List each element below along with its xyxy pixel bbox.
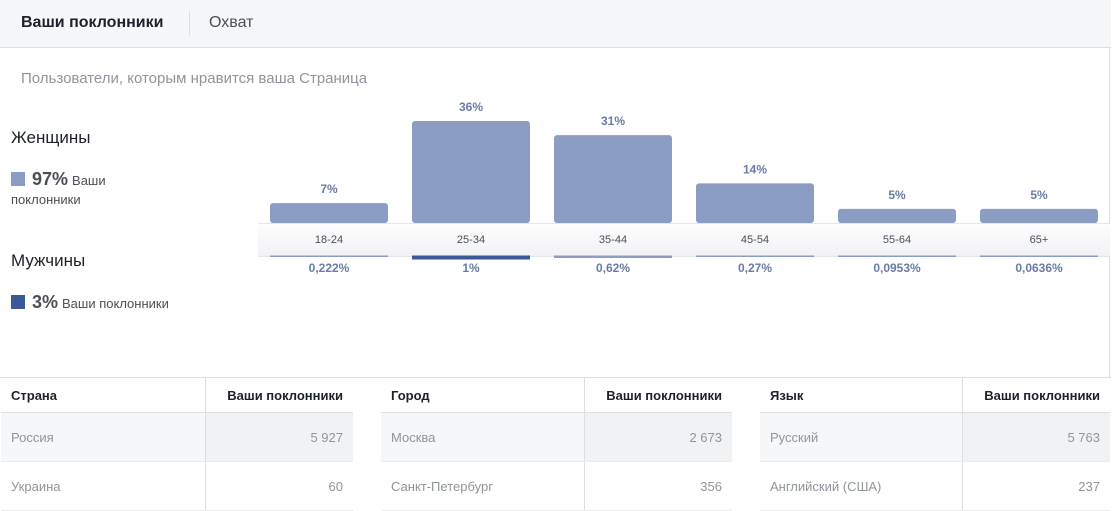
table-row[interactable]: Русский 5 763 [760,412,1110,462]
men-bar [270,255,388,257]
language-name: Английский (США) [760,461,963,511]
men-bar [980,255,1098,257]
men-data-label: 0,0636% [1015,261,1063,275]
men-color-swatch [11,295,25,309]
age-chart-svg: 7% 18-24 0,222% 36% 25-34 1% 31% 35-44 0,62% 14% 4… [270,100,1098,275]
language-count: 237 [962,461,1110,511]
men-data-label: 0,27% [738,261,772,275]
city-header: Город [381,378,585,413]
age-tick-label: 18-24 [315,234,343,246]
city-count: 2 673 [584,412,732,462]
language-count-header: Ваши поклонники [962,378,1110,413]
tab-reach[interactable]: Охват [209,14,254,31]
table-row[interactable]: Украина 60 [1,461,353,511]
country-count-header: Ваши поклонники [205,378,353,413]
men-stat: 3% Ваши поклонники [11,293,171,313]
women-title: Женщины [11,128,91,147]
men-desc: Ваши поклонники [62,296,169,311]
men-data-label: 1% [462,261,480,275]
men-bar [696,255,814,257]
women-data-label: 5% [1030,188,1048,202]
women-bar [980,208,1098,223]
section-subtitle: Пользователи, которым нравится ваша Стра… [21,70,368,87]
language-count: 5 763 [962,412,1110,462]
country-table: Страна Ваши поклонники Россия 5 927 Укра… [1,378,353,511]
women-bar [554,135,672,223]
women-color-swatch [11,172,25,186]
women-bar [270,203,388,223]
city-table: Город Ваши поклонники Москва 2 673 Санкт… [381,378,732,511]
women-stat: 97% Ваши поклонники [11,170,171,209]
language-table: Язык Ваши поклонники Русский 5 763 Англи… [760,378,1110,511]
country-count: 60 [205,461,353,511]
city-name: Санкт-Петербург [381,461,585,511]
women-data-label: 14% [743,162,767,176]
age-tick-label: 45-54 [741,234,769,246]
tab-bar: Ваши поклонники Охват [0,0,1111,48]
women-bar [412,121,530,223]
tables-divider [0,377,1111,378]
women-desc: Ваши поклонники [11,173,106,207]
women-percent: 97% [32,169,69,189]
age-axis-band [258,223,1110,257]
country-count: 5 927 [205,412,353,462]
table-row[interactable]: Россия 5 927 [1,412,353,462]
table-row[interactable]: Санкт-Петербург 356 [381,461,732,511]
table-row[interactable]: Английский (США) 237 [760,461,1110,511]
women-bar [838,208,956,223]
city-name: Москва [381,412,585,462]
city-count: 356 [584,461,732,511]
men-data-label: 0,222% [309,261,350,275]
age-tick-label: 25-34 [457,234,485,246]
men-bar [412,255,530,260]
language-name: Русский [760,412,963,462]
men-data-label: 0,62% [596,261,630,275]
tab-your-fans[interactable]: Ваши поклонники [21,14,164,31]
country-name: Украина [1,461,206,511]
men-percent: 3% [32,292,59,312]
men-bar [554,255,672,258]
women-data-label: 5% [888,188,906,202]
men-bar [838,255,956,257]
women-bar [696,183,814,223]
men-title: Мужчины [11,251,86,270]
men-data-label: 0,0953% [873,261,921,275]
country-header: Страна [1,378,206,413]
age-tick-label: 65+ [1030,234,1049,246]
language-header: Язык [760,378,963,413]
women-data-label: 36% [459,100,483,114]
age-chart: 7% 18-24 0,222% 36% 25-34 1% 31% 35-44 0,62% 14% 4… [258,90,1110,290]
women-data-label: 31% [601,114,625,128]
age-tick-label: 55-64 [883,234,911,246]
tab-divider [189,11,190,36]
age-tick-label: 35-44 [599,234,627,246]
women-data-label: 7% [320,182,338,196]
country-name: Россия [1,412,206,462]
city-count-header: Ваши поклонники [584,378,732,413]
table-row[interactable]: Москва 2 673 [381,412,732,462]
